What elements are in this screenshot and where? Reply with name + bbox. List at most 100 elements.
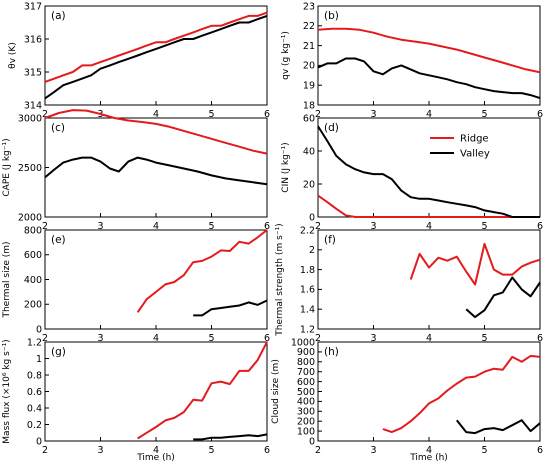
x-tick-label: 6 (537, 333, 543, 344)
legend: Ridge Valley (430, 134, 490, 160)
y-tick-label: 0.2 (27, 420, 42, 431)
x-tick-label: 6 (264, 221, 270, 232)
x-tick-label: 3 (370, 333, 376, 344)
y-tick-label: 0 (309, 212, 315, 223)
x-tick-label: 6 (537, 109, 543, 120)
y-tick-label: 300 (297, 407, 315, 418)
y-tick-label: 400 (24, 275, 42, 286)
series-line-valley (317, 57, 541, 100)
y-tick-label: 2.2 (300, 225, 315, 236)
y-axis-label: Cloud size (m) (271, 359, 281, 424)
series-line-ridge (136, 229, 268, 313)
panel-label: (g) (51, 346, 66, 358)
y-tick-label: 0.8 (27, 370, 42, 381)
x-tick-label: 6 (537, 445, 543, 456)
x-tick-label: 2 (315, 221, 321, 232)
y-tick-label: 3000 (18, 113, 42, 124)
x-tick-label: 5 (481, 109, 487, 120)
x-tick-label: 2 (42, 333, 48, 344)
x-tick-label: 4 (426, 445, 432, 456)
y-tick-label: 0 (36, 436, 42, 447)
y-tick-label: 400 (297, 397, 315, 408)
series-line-ridge (44, 109, 268, 155)
x-tick-label: 2 (42, 445, 48, 456)
panel-label: (h) (324, 346, 339, 358)
x-tick-label: 3 (370, 221, 376, 232)
x-tick-label: 5 (208, 109, 214, 120)
panel-label: (a) (51, 10, 66, 22)
series-line-ridge (382, 354, 541, 434)
panel-f: 2 3 4 5 61.21.41.61.822.2(f)Thermal strength… (275, 223, 543, 344)
series-line-valley (193, 299, 268, 317)
series-line-ridge (137, 341, 268, 440)
x-tick-label: 6 (264, 445, 270, 456)
y-tick-label: 1.2 (300, 324, 315, 335)
x-tick-label: 3 (97, 445, 103, 456)
plot-frame (317, 229, 541, 330)
y-tick-label: 600 (24, 250, 42, 261)
series-line-valley (317, 125, 540, 218)
y-axis-label: Thermal size (m) (2, 241, 12, 318)
plot-frame (317, 5, 541, 106)
y-tick-label: 2500 (18, 163, 42, 174)
y-tick-label: 0 (36, 324, 42, 335)
y-tick-label: 60 (303, 113, 315, 124)
y-tick-label: 19 (303, 81, 315, 92)
y-tick-label: 1.6 (300, 285, 315, 296)
x-tick-label: 3 (370, 445, 376, 456)
panel-label: (c) (51, 122, 65, 134)
y-axis-label: CAPE (J kg⁻¹) (2, 138, 12, 196)
legend-label-valley: Valley (460, 149, 490, 160)
y-tick-label: 20 (303, 61, 315, 72)
panel-label: (e) (51, 234, 66, 246)
plot-frame (317, 341, 541, 442)
x-axis-label: Time (h) (136, 453, 175, 463)
x-tick-label: 3 (97, 221, 103, 232)
y-tick-label: 800 (297, 357, 315, 368)
x-tick-label: 4 (153, 109, 159, 120)
x-tick-label: 5 (481, 445, 487, 456)
y-tick-label: 200 (24, 300, 42, 311)
series-line-ridge (44, 11, 268, 83)
x-tick-label: 6 (264, 109, 270, 120)
y-tick-label: 0.6 (27, 387, 42, 398)
y-axis-label: qv (g kg⁻¹) (281, 31, 291, 80)
x-tick-label: 4 (426, 221, 432, 232)
x-tick-label: 2 (315, 445, 321, 456)
y-tick-label: 20 (303, 179, 315, 190)
panel-label: (b) (324, 10, 339, 22)
series-line-ridge (317, 194, 540, 218)
panel-c: 2 3 4 5 6 2000 2500 3000 (c) CAPE (J kg⁻¹) (2, 109, 270, 232)
y-tick-label: 23 (303, 1, 315, 12)
y-tick-label: 317 (24, 1, 42, 12)
panel-label: (f) (324, 234, 336, 246)
x-tick-label: 2 (42, 221, 48, 232)
y-tick-label: 1 (36, 354, 42, 365)
y-tick-label: 21 (303, 41, 315, 52)
y-tick-label: 18 (303, 100, 315, 111)
legend-label-ridge: Ridge (460, 134, 489, 145)
series-line-ridge (409, 242, 541, 286)
panel-g: 2 3 4 5 6 0 0.2 0.4 0.6 0.8 1 1.2 (g) Mass flux (×10⁶… (2, 337, 270, 456)
y-tick-label: 0.4 (27, 403, 42, 414)
y-tick-label: 200 (297, 417, 315, 428)
y-axis-label: Mass flux (×10⁶ kg s⁻¹) (2, 339, 12, 443)
x-tick-label: 5 (208, 221, 214, 232)
y-tick-label: 316 (24, 34, 42, 45)
y-axis-label: θv (K) (8, 42, 18, 69)
y-tick-label: 0 (309, 436, 315, 447)
x-tick-label: 2 (315, 333, 321, 344)
y-axis-label: Thermal strength (m s⁻¹) (275, 223, 285, 336)
y-tick-label: 100 (297, 426, 315, 437)
x-tick-label: 4 (153, 445, 159, 456)
series-line-valley (193, 433, 268, 441)
y-tick-label: 22 (303, 21, 315, 32)
series-line-valley (456, 419, 541, 435)
x-tick-label: 4 (426, 333, 432, 344)
x-tick-label: 2 (42, 109, 48, 120)
x-tick-label: 3 (370, 109, 376, 120)
y-tick-label: 2000 (18, 212, 42, 223)
y-tick-label: 1.4 (300, 305, 315, 316)
